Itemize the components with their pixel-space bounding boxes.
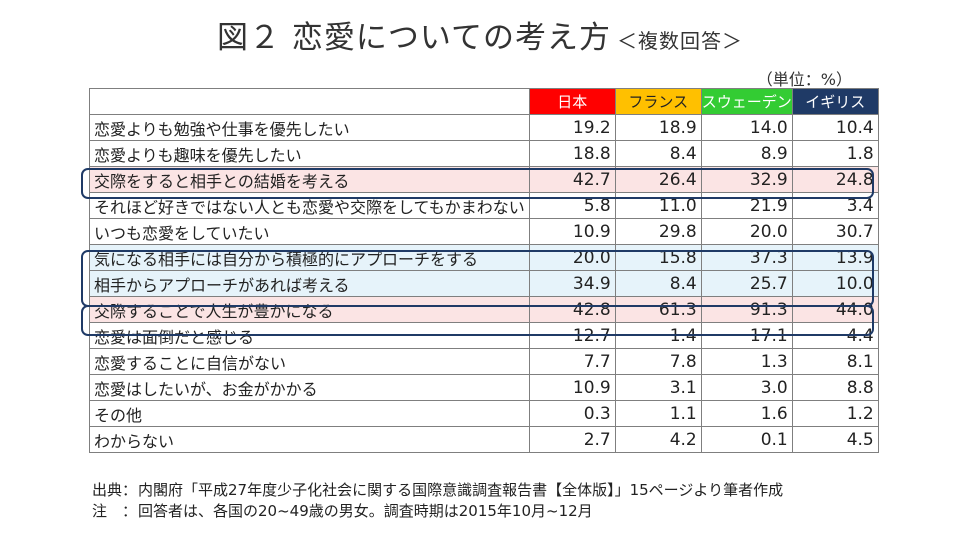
cell-value: 26.4 bbox=[614, 166, 702, 193]
table-row: それほど好きではない人とも恋愛や交際をしてもかまわない 5.8 11.0 21.9 3.… bbox=[89, 192, 879, 219]
cell-value: 3.1 bbox=[614, 374, 702, 401]
row-label: いつも恋愛をしていたい bbox=[89, 218, 530, 245]
cell-value: 4.5 bbox=[791, 426, 879, 453]
cell-value: 7.7 bbox=[528, 348, 616, 375]
cell-value: 42.8 bbox=[528, 296, 616, 323]
header-blank bbox=[89, 88, 530, 115]
title-main: 図２ 恋愛についての考え方 bbox=[217, 20, 611, 56]
cell-value: 2.7 bbox=[528, 426, 616, 453]
cell-value: 8.8 bbox=[791, 374, 879, 401]
cell-value: 8.4 bbox=[614, 140, 702, 167]
cell-value: 1.1 bbox=[614, 400, 702, 427]
row-label: 恋愛は面倒だと感じる bbox=[89, 322, 530, 349]
note-label: 注 ： bbox=[92, 502, 138, 520]
cell-value: 3.4 bbox=[791, 192, 879, 219]
table-row: 交際することで人生が豊かになる 42.8 61.3 91.3 44.0 bbox=[89, 296, 879, 323]
cell-value: 61.3 bbox=[614, 296, 702, 323]
table-row: 相手からアプローチがあれば考える 34.9 8.4 25.7 10.0 bbox=[89, 270, 879, 297]
row-label: 相手からアプローチがあれば考える bbox=[89, 270, 530, 297]
cell-value: 24.8 bbox=[791, 166, 879, 193]
cell-value: 18.9 bbox=[614, 114, 702, 141]
table-row: わからない 2.7 4.2 0.1 4.5 bbox=[89, 426, 879, 453]
cell-value: 5.8 bbox=[528, 192, 616, 219]
unit-label: （単位：%） bbox=[756, 70, 852, 89]
cell-value: 1.3 bbox=[700, 348, 793, 375]
cell-value: 8.4 bbox=[614, 270, 702, 297]
table-row: その他 0.3 1.1 1.6 1.2 bbox=[89, 400, 879, 427]
cell-value: 10.0 bbox=[791, 270, 879, 297]
cell-value: 0.1 bbox=[700, 426, 793, 453]
header-country: フランス bbox=[614, 88, 702, 115]
source-label: 出典： bbox=[92, 481, 138, 499]
row-label: わからない bbox=[89, 426, 530, 453]
cell-value: 44.0 bbox=[791, 296, 879, 323]
table-row: 恋愛することに自信がない 7.7 7.8 1.3 8.1 bbox=[89, 348, 879, 375]
source-text: 内閣府「平成27年度少子化社会に関する国際意識調査報告書【全体版】」15ページよ… bbox=[138, 481, 784, 499]
cell-value: 12.7 bbox=[528, 322, 616, 349]
cell-value: 3.0 bbox=[700, 374, 793, 401]
cell-value: 4.4 bbox=[791, 322, 879, 349]
cell-value: 18.8 bbox=[528, 140, 616, 167]
table-row: 恋愛よりも勉強や仕事を優先したい 19.2 18.9 14.0 10.4 bbox=[89, 114, 879, 141]
footnotes: 出典： 内閣府「平成27年度少子化社会に関する国際意識調査報告書【全体版】」15… bbox=[92, 480, 783, 522]
header-country: スウェーデン bbox=[700, 88, 793, 115]
header-country: 日本 bbox=[528, 88, 616, 115]
cell-value: 10.9 bbox=[528, 374, 616, 401]
cell-value: 20.0 bbox=[528, 244, 616, 271]
cell-value: 8.9 bbox=[700, 140, 793, 167]
page-title: 図２ 恋愛についての考え方 ＜複数回答＞ bbox=[0, 12, 960, 57]
cell-value: 1.6 bbox=[700, 400, 793, 427]
survey-table: 日本 フランス スウェーデン イギリス 恋愛よりも勉強や仕事を優先したい 19.2… bbox=[89, 88, 879, 453]
row-label: 気になる相手には自分から積極的にアプローチをする bbox=[89, 244, 530, 271]
cell-value: 8.1 bbox=[791, 348, 879, 375]
cell-value: 14.0 bbox=[700, 114, 793, 141]
header-country: イギリス bbox=[791, 88, 879, 115]
cell-value: 10.9 bbox=[528, 218, 616, 245]
cell-value: 4.2 bbox=[614, 426, 702, 453]
row-label: その他 bbox=[89, 400, 530, 427]
cell-value: 7.8 bbox=[614, 348, 702, 375]
cell-value: 21.9 bbox=[700, 192, 793, 219]
cell-value: 20.0 bbox=[700, 218, 793, 245]
cell-value: 32.9 bbox=[700, 166, 793, 193]
cell-value: 42.7 bbox=[528, 166, 616, 193]
cell-value: 37.3 bbox=[700, 244, 793, 271]
table-row: いつも恋愛をしていたい 10.9 29.8 20.0 30.7 bbox=[89, 218, 879, 245]
cell-value: 1.2 bbox=[791, 400, 879, 427]
row-label: 交際をすると相手との結婚を考える bbox=[89, 166, 530, 193]
row-label: 恋愛よりも勉強や仕事を優先したい bbox=[89, 114, 530, 141]
table-row: 恋愛よりも趣味を優先したい 18.8 8.4 8.9 1.8 bbox=[89, 140, 879, 167]
respondent-note: 注 ： 回答者は、各国の20~49歳の男女。調査時期は2015年10月~12月 bbox=[92, 501, 783, 522]
cell-value: 30.7 bbox=[791, 218, 879, 245]
cell-value: 13.9 bbox=[791, 244, 879, 271]
source-note: 出典： 内閣府「平成27年度少子化社会に関する国際意識調査報告書【全体版】」15… bbox=[92, 480, 783, 501]
cell-value: 25.7 bbox=[700, 270, 793, 297]
table-row: 恋愛は面倒だと感じる 12.7 1.4 17.1 4.4 bbox=[89, 322, 879, 349]
row-label: 恋愛はしたいが、お金がかかる bbox=[89, 374, 530, 401]
cell-value: 34.9 bbox=[528, 270, 616, 297]
note-text: 回答者は、各国の20~49歳の男女。調査時期は2015年10月~12月 bbox=[138, 502, 593, 520]
cell-value: 15.8 bbox=[614, 244, 702, 271]
cell-value: 11.0 bbox=[614, 192, 702, 219]
cell-value: 19.2 bbox=[528, 114, 616, 141]
title-sub: ＜複数回答＞ bbox=[616, 29, 743, 53]
cell-value: 10.4 bbox=[791, 114, 879, 141]
row-label: 恋愛することに自信がない bbox=[89, 348, 530, 375]
cell-value: 91.3 bbox=[700, 296, 793, 323]
cell-value: 0.3 bbox=[528, 400, 616, 427]
cell-value: 1.8 bbox=[791, 140, 879, 167]
table-header-row: 日本 フランス スウェーデン イギリス bbox=[89, 88, 879, 115]
cell-value: 17.1 bbox=[700, 322, 793, 349]
table-row: 恋愛はしたいが、お金がかかる 10.9 3.1 3.0 8.8 bbox=[89, 374, 879, 401]
cell-value: 29.8 bbox=[614, 218, 702, 245]
cell-value: 1.4 bbox=[614, 322, 702, 349]
row-label: 交際することで人生が豊かになる bbox=[89, 296, 530, 323]
table-row: 気になる相手には自分から積極的にアプローチをする 20.0 15.8 37.3 13.9 bbox=[89, 244, 879, 271]
row-label: それほど好きではない人とも恋愛や交際をしてもかまわない bbox=[89, 192, 530, 219]
table-row: 交際をすると相手との結婚を考える 42.7 26.4 32.9 24.8 bbox=[89, 166, 879, 193]
row-label: 恋愛よりも趣味を優先したい bbox=[89, 140, 530, 167]
